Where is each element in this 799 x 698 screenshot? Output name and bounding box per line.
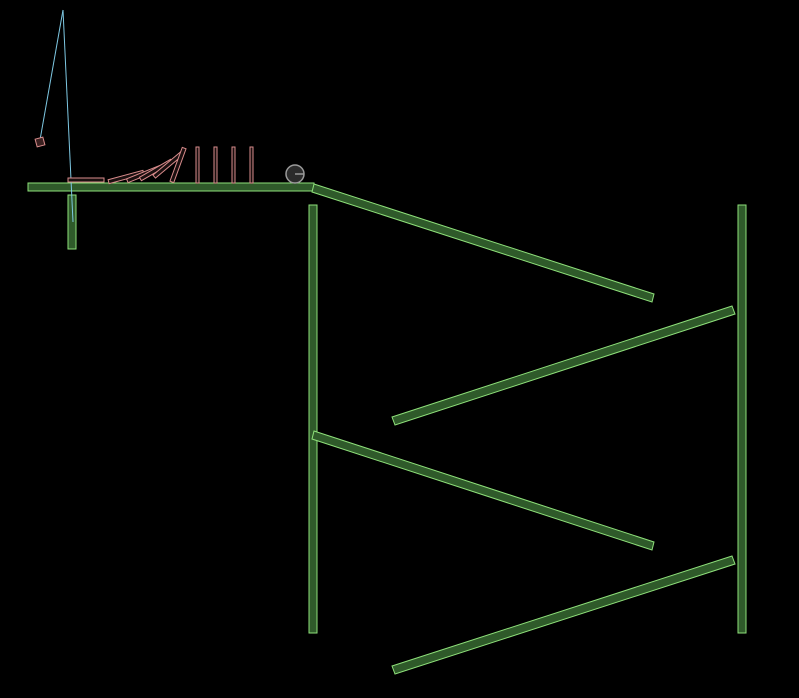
domino-standing-4[interactable]: [249, 146, 254, 184]
domino-standing-2[interactable]: [213, 146, 218, 184]
dominoes[interactable]: [67, 146, 254, 185]
right-wall: [737, 204, 747, 634]
ball[interactable]: [285, 164, 305, 184]
domino-standing-3[interactable]: [231, 146, 236, 184]
left-wall: [308, 204, 318, 634]
domino-standing-1[interactable]: [195, 146, 200, 184]
pendulum-rope-right: [62, 9, 74, 223]
domino-fallen-1[interactable]: [67, 177, 105, 183]
ramp-1: [311, 183, 655, 303]
pendulum-rope-left: [39, 9, 64, 141]
ramp-4: [391, 555, 736, 675]
ramp-2: [391, 305, 736, 426]
pendulum-bob[interactable]: [34, 136, 46, 148]
ramp-3: [311, 430, 655, 551]
domino-fallen-6[interactable]: [169, 146, 187, 184]
pendulum[interactable]: [34, 9, 74, 223]
static-structure: [27, 182, 747, 675]
